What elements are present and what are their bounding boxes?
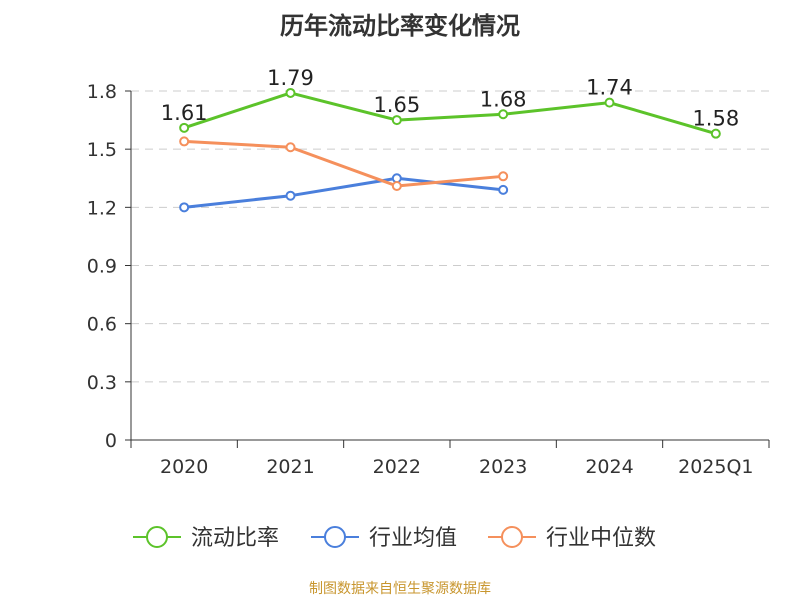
data-labels: 1.61 1.79 1.65 1.68 1.74 1.58 bbox=[161, 66, 739, 131]
series-point-1 bbox=[391, 115, 402, 126]
grid-lines bbox=[131, 90, 769, 383]
data-label: 1.61 bbox=[161, 101, 208, 125]
axes: 0 0.3 0.6 0.9 1.2 1.5 1.8 2020 2021 2022 2023 2024 2… bbox=[87, 81, 770, 478]
legend-label: 流动比率 bbox=[191, 526, 279, 551]
series-point-3 bbox=[391, 181, 402, 192]
y-tick-label: 0 bbox=[105, 430, 117, 452]
y-tick-label: 0.9 bbox=[87, 256, 117, 278]
series-line-1 bbox=[183, 91, 717, 136]
series-point-2 bbox=[179, 202, 190, 213]
series-line-3 bbox=[184, 139, 504, 188]
series-point-2 bbox=[285, 190, 296, 201]
legend-marker bbox=[146, 526, 168, 548]
legend-label: 行业中位数 bbox=[546, 526, 656, 551]
series-point-2 bbox=[498, 184, 509, 195]
series-point-1 bbox=[604, 97, 615, 108]
legend[interactable]: 流动比率 行业均值 行业中位数 bbox=[133, 526, 656, 551]
source-note: 制图数据来自恒生聚源数据库 bbox=[309, 581, 491, 597]
y-tick-label: 0.3 bbox=[87, 372, 117, 394]
x-tick-label: 2020 bbox=[160, 456, 208, 478]
x-tick-label: 2024 bbox=[585, 456, 633, 478]
chart-title: 历年流动比率变化情况 bbox=[280, 12, 520, 40]
x-tick-label: 2025Q1 bbox=[678, 456, 753, 478]
series-line-2 bbox=[184, 176, 504, 209]
series-point-1 bbox=[179, 122, 190, 133]
series-point-1 bbox=[710, 128, 721, 139]
legend-marker bbox=[501, 526, 523, 548]
y-tick-label: 1.5 bbox=[87, 139, 117, 161]
series-point-3 bbox=[179, 136, 190, 147]
legend-label: 行业均值 bbox=[369, 526, 457, 551]
legend-item-3[interactable]: 行业中位数 bbox=[488, 526, 656, 551]
legend-item-2[interactable]: 行业均值 bbox=[311, 526, 457, 551]
y-tick-label: 0.6 bbox=[87, 314, 117, 336]
y-tick-label: 1.2 bbox=[87, 197, 117, 219]
data-label: 1.58 bbox=[692, 107, 739, 131]
x-tick-label: 2021 bbox=[266, 456, 314, 478]
legend-item-1[interactable]: 流动比率 bbox=[133, 526, 279, 551]
series-point-1 bbox=[285, 87, 296, 98]
data-label: 1.65 bbox=[373, 93, 420, 117]
x-tick-label: 2022 bbox=[373, 456, 421, 478]
y-tick-label: 1.8 bbox=[87, 81, 117, 103]
data-label: 1.68 bbox=[480, 87, 527, 111]
legend-marker bbox=[324, 526, 346, 548]
series-point-3 bbox=[498, 171, 509, 182]
data-label: 1.79 bbox=[267, 66, 314, 90]
series-lines bbox=[179, 87, 721, 213]
data-label: 1.74 bbox=[586, 76, 633, 100]
x-tick-label: 2023 bbox=[479, 456, 527, 478]
series-point-3 bbox=[285, 142, 296, 153]
series-point-1 bbox=[498, 109, 509, 120]
